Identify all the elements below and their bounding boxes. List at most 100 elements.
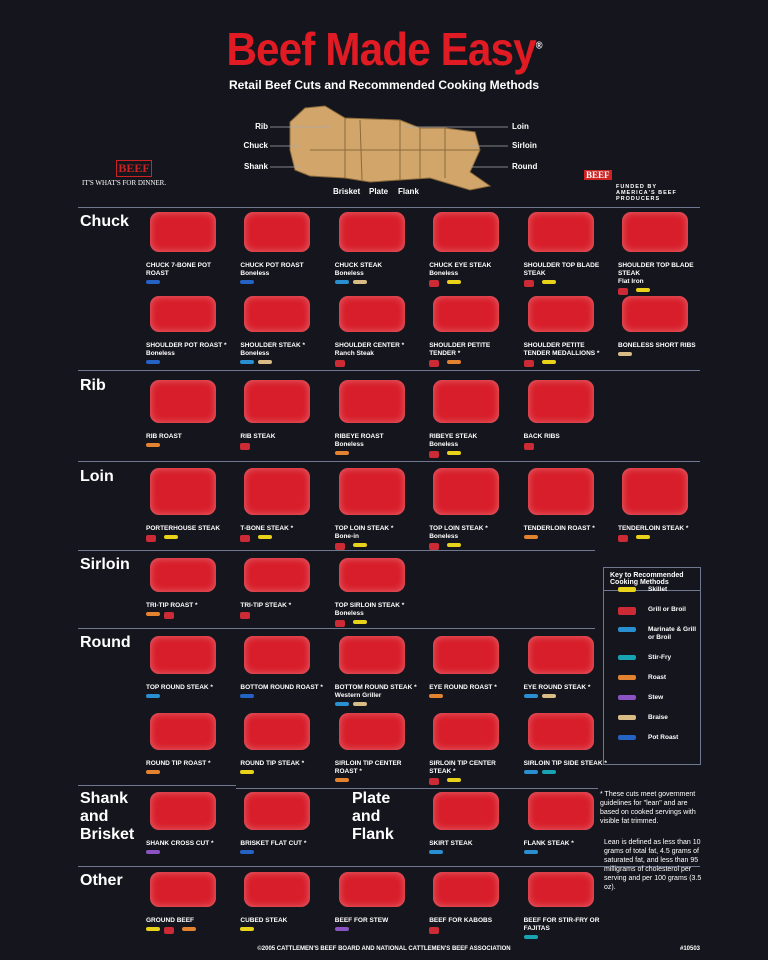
method-icon bbox=[523, 360, 534, 367]
key-label: Marinate & Grill or Broil bbox=[648, 626, 697, 641]
cut-name: ROUND TIP ROAST * bbox=[146, 760, 211, 767]
meat-image bbox=[622, 212, 688, 252]
note: * These cuts meet government guidelines … bbox=[600, 791, 696, 825]
cow-shape bbox=[289, 105, 492, 191]
meat-image bbox=[150, 212, 216, 252]
method-icon bbox=[240, 280, 255, 284]
meat-image bbox=[433, 468, 500, 515]
meat-image bbox=[338, 872, 405, 907]
cut-name: SKIRT STEAK bbox=[429, 840, 473, 847]
section-label: Shank and Brisket bbox=[80, 790, 135, 843]
meat-image bbox=[527, 380, 594, 423]
method-icon bbox=[240, 694, 255, 698]
key-swatch bbox=[618, 695, 636, 700]
footer: ©2005 CATTLEMEN'S BEEF BOARD AND NATIONA… bbox=[257, 946, 511, 952]
meat-image bbox=[338, 296, 405, 332]
method-icon bbox=[618, 352, 632, 356]
method-icon bbox=[146, 770, 160, 774]
meat-image bbox=[244, 792, 311, 830]
cut-name: BONELESS SHORT RIBS bbox=[618, 342, 696, 349]
meat-image bbox=[433, 713, 500, 750]
method-icon bbox=[429, 778, 440, 785]
method-icon bbox=[429, 927, 440, 934]
cut-name: RIBEYE ROAST bbox=[334, 433, 384, 440]
cut-sub: Boneless bbox=[429, 441, 459, 448]
key-swatch bbox=[618, 735, 636, 740]
meat-image bbox=[527, 713, 594, 750]
cut-name: BEEF FOR KABOBS bbox=[429, 917, 493, 924]
method-icon bbox=[429, 694, 444, 698]
diagram-label: Plate bbox=[369, 187, 389, 196]
meat-image bbox=[244, 212, 311, 252]
diagram-label: Rib bbox=[255, 122, 268, 131]
cut-name: RIBEYE STEAK bbox=[429, 433, 478, 440]
cut-name: RIB STEAK bbox=[240, 433, 276, 440]
method-icon bbox=[523, 694, 538, 698]
footer-code: #10503 bbox=[680, 946, 701, 952]
cut-name: CUBED STEAK bbox=[240, 917, 288, 924]
method-icon bbox=[240, 443, 251, 450]
method-icon bbox=[334, 543, 345, 550]
key-swatch bbox=[618, 715, 636, 720]
key-label: Pot Roast bbox=[648, 734, 679, 741]
cut-name: EYE ROUND STEAK * bbox=[523, 684, 591, 691]
method-icon bbox=[352, 702, 367, 706]
method-icon bbox=[240, 612, 251, 619]
title-text: Beef Made Easy bbox=[226, 23, 536, 75]
method-icon bbox=[523, 935, 538, 939]
meat-image bbox=[527, 792, 594, 830]
method-icon bbox=[447, 451, 462, 455]
cut-name: GROUND BEEF bbox=[146, 917, 195, 924]
method-icon bbox=[541, 360, 556, 364]
method-icon bbox=[447, 280, 462, 284]
logo-brand: BEEF bbox=[116, 160, 152, 177]
meat-image bbox=[527, 296, 594, 332]
cut-sub: Western Griller bbox=[334, 692, 382, 699]
meat-image bbox=[433, 296, 500, 332]
method-icon bbox=[258, 360, 273, 364]
method-icon bbox=[146, 927, 160, 931]
method-icon bbox=[164, 612, 174, 619]
cut-name: SHOULDER TOP BLADE STEAK bbox=[618, 262, 694, 277]
meat-image bbox=[244, 558, 311, 592]
cut-name: SHOULDER POT ROAST * bbox=[146, 342, 227, 349]
meat-image bbox=[527, 636, 594, 674]
cut-name: BOTTOM ROUND STEAK * bbox=[334, 684, 417, 691]
key-label: Grill or Broil bbox=[648, 606, 686, 613]
diagram-label: Sirloin bbox=[512, 141, 537, 150]
cut-sub: Boneless bbox=[334, 441, 364, 448]
meat-image bbox=[622, 296, 688, 332]
cut-name: TOP LOIN STEAK * bbox=[334, 525, 394, 532]
meat-image bbox=[338, 636, 405, 674]
method-icon bbox=[146, 694, 160, 698]
section-divider bbox=[78, 628, 595, 629]
cut-sub: Boneless bbox=[334, 270, 364, 277]
cut-name: SHOULDER PETITE TENDER * bbox=[429, 342, 491, 357]
cut-name: SHOULDER PETITE TENDER MEDALLIONS * bbox=[523, 342, 600, 357]
cut-name: SHANK CROSS CUT * bbox=[146, 840, 214, 847]
cut-sub: Flat Iron bbox=[618, 278, 644, 285]
method-icon bbox=[334, 778, 349, 782]
key-label: Stew bbox=[648, 694, 664, 701]
section-divider bbox=[236, 788, 598, 789]
method-icon bbox=[429, 280, 440, 287]
meat-image bbox=[527, 468, 594, 515]
cut-name: PORTERHOUSE STEAK bbox=[146, 525, 221, 532]
method-icon bbox=[541, 770, 556, 774]
method-icon bbox=[240, 535, 251, 542]
cut-name: SHOULDER CENTER * bbox=[334, 342, 405, 349]
cut-sub: Boneless bbox=[240, 270, 270, 277]
cut-name: SIRLOIN TIP SIDE STEAK * bbox=[523, 760, 607, 767]
section-label: Loin bbox=[80, 468, 114, 485]
key-swatch bbox=[618, 627, 636, 632]
meat-image bbox=[150, 713, 216, 750]
meat-image bbox=[433, 792, 500, 830]
method-icon bbox=[636, 288, 650, 292]
method-icon bbox=[523, 443, 534, 450]
cut-name: SHOULDER TOP BLADE STEAK bbox=[523, 262, 600, 277]
cut-name: TRI-TIP STEAK * bbox=[240, 602, 292, 609]
method-icon bbox=[523, 280, 534, 287]
section-label: Sirloin bbox=[80, 556, 130, 573]
key-label: Stir-Fry bbox=[648, 654, 672, 661]
